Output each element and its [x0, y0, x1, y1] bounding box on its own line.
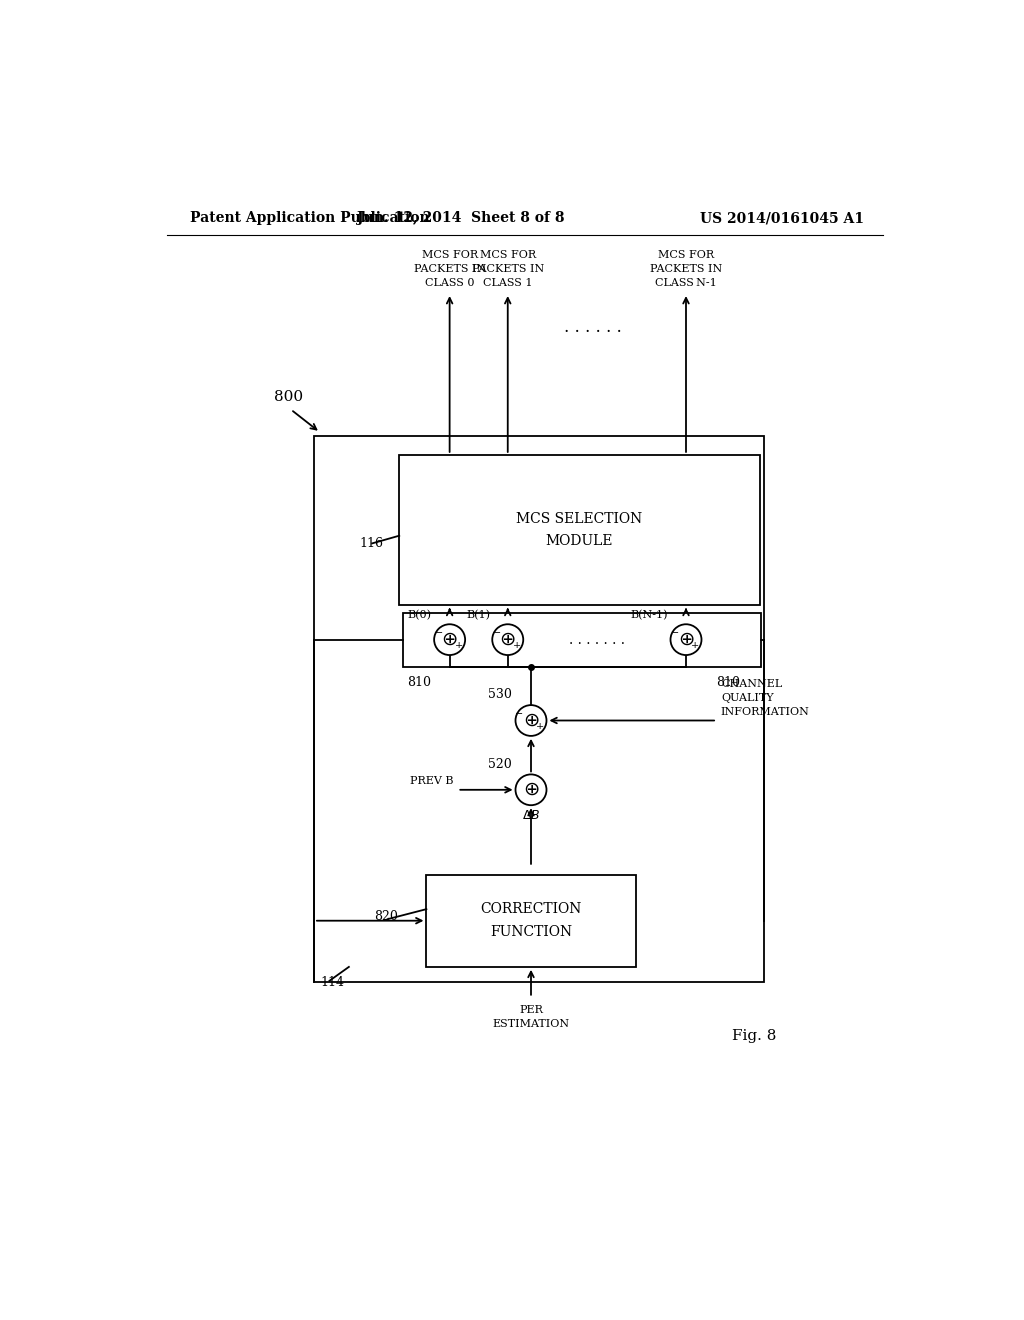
Text: MCS FOR
PACKETS IN
CLASS 1: MCS FOR PACKETS IN CLASS 1	[472, 249, 544, 288]
Text: US 2014/0161045 A1: US 2014/0161045 A1	[700, 211, 864, 226]
Bar	[314, 436, 764, 982]
Text: $\Delta B$: $\Delta B$	[522, 809, 541, 822]
Circle shape	[434, 624, 465, 655]
Text: 810: 810	[407, 676, 431, 689]
Text: MCS FOR
PACKETS IN
CLASS N‑1: MCS FOR PACKETS IN CLASS N‑1	[650, 249, 722, 288]
Text: CHANNEL
QUALITY
INFORMATION: CHANNEL QUALITY INFORMATION	[721, 678, 810, 717]
Circle shape	[493, 624, 523, 655]
Text: PER
ESTIMATION: PER ESTIMATION	[493, 1006, 569, 1030]
Text: −: −	[515, 710, 523, 719]
Text: +: +	[537, 722, 545, 731]
Bar	[426, 874, 636, 966]
Text: 520: 520	[487, 758, 512, 771]
Text: $\oplus$: $\oplus$	[522, 711, 540, 730]
Text: Patent Application Publication: Patent Application Publication	[190, 211, 430, 226]
Text: 530: 530	[487, 688, 512, 701]
Text: . . . . . . .: . . . . . . .	[569, 632, 625, 647]
Text: 116: 116	[359, 537, 383, 550]
Bar	[403, 612, 761, 667]
Text: +: +	[691, 642, 699, 651]
Text: $\oplus$: $\oplus$	[441, 631, 458, 648]
Text: $\oplus$: $\oplus$	[678, 631, 694, 648]
Text: 800: 800	[273, 391, 303, 404]
Text: +: +	[455, 642, 463, 651]
Text: B(1): B(1)	[466, 610, 489, 620]
Bar	[399, 455, 760, 605]
Text: PREV B: PREV B	[410, 776, 454, 785]
Text: $\oplus$: $\oplus$	[500, 631, 516, 648]
Text: Fig. 8: Fig. 8	[732, 1030, 777, 1043]
Text: −: −	[671, 630, 679, 638]
Text: MCS FOR
PACKETS IN
CLASS 0: MCS FOR PACKETS IN CLASS 0	[414, 249, 485, 288]
Text: 820: 820	[375, 911, 398, 924]
Text: Jun. 12, 2014  Sheet 8 of 8: Jun. 12, 2014 Sheet 8 of 8	[357, 211, 565, 226]
Text: +: +	[513, 642, 521, 651]
Text: . . . . . .: . . . . . .	[564, 319, 622, 337]
Text: B(0): B(0)	[408, 610, 432, 620]
Text: B(N-1): B(N-1)	[631, 610, 669, 620]
Text: 810: 810	[716, 676, 740, 689]
Circle shape	[515, 775, 547, 805]
Text: −: −	[493, 630, 501, 638]
Text: 114: 114	[321, 975, 344, 989]
Circle shape	[671, 624, 701, 655]
Circle shape	[515, 705, 547, 737]
Text: $\oplus$: $\oplus$	[522, 781, 540, 799]
Text: CORRECTION
FUNCTION: CORRECTION FUNCTION	[480, 903, 582, 939]
Text: MCS SELECTION
MODULE: MCS SELECTION MODULE	[516, 512, 643, 548]
Text: −: −	[435, 630, 442, 638]
